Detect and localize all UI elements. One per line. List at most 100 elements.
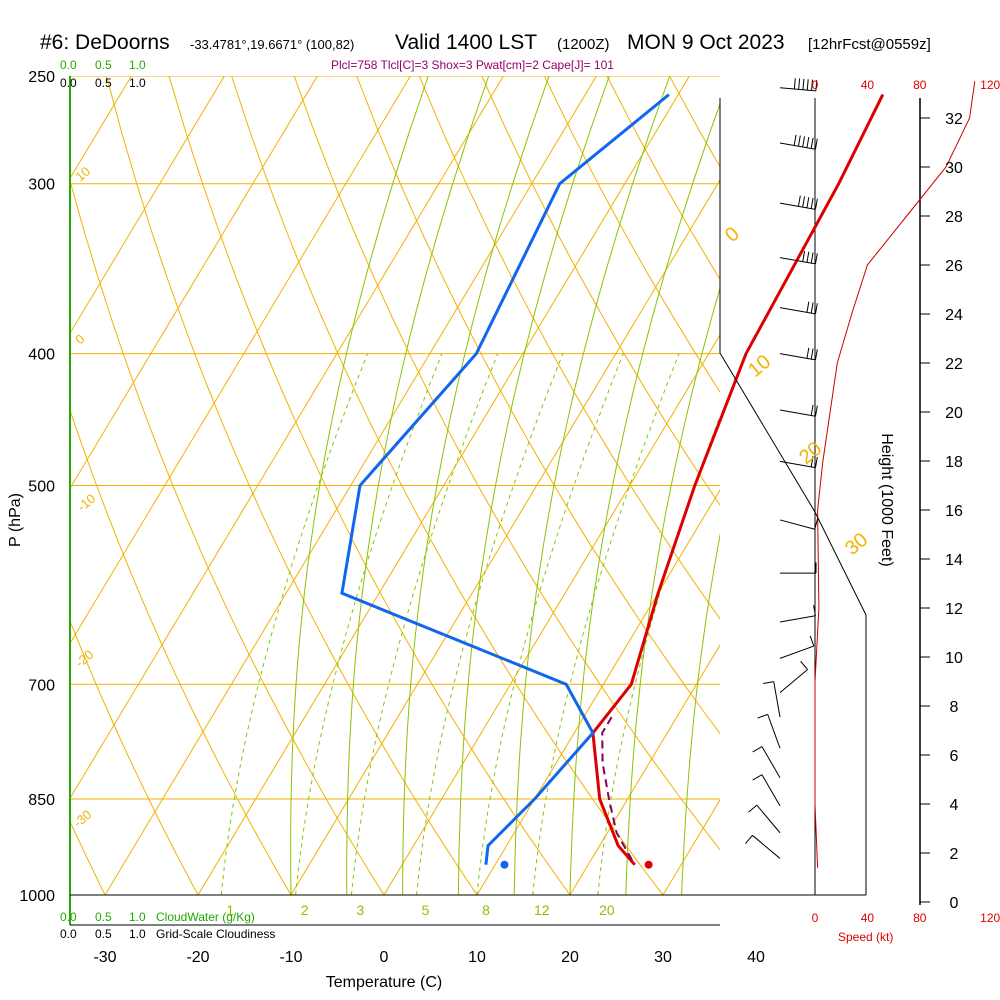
height-tick-label: 28 <box>945 209 963 226</box>
moist-adiabat-line <box>346 76 490 895</box>
wind-barb-flag <box>802 250 806 262</box>
wind-barb <box>745 834 781 859</box>
wind-barb <box>752 774 781 807</box>
wind-barb-shaft <box>779 142 816 150</box>
wind-barbs-layer <box>745 78 819 859</box>
height-axis-title: Height (1000 Feet) <box>878 433 895 566</box>
wind-barb <box>779 301 818 315</box>
wind-barb-shaft <box>779 202 816 210</box>
height-tick-label: 20 <box>945 405 963 422</box>
speed-tick-label-top: 0 <box>812 78 819 92</box>
wind-barb-flag <box>810 252 814 264</box>
temperature-tick-label: 30 <box>654 949 672 966</box>
wind-barb <box>779 78 818 92</box>
wind-barb-flag <box>809 635 815 647</box>
wind-barb <box>779 250 818 265</box>
cloudiness-scale-05: 0.5 <box>95 927 112 941</box>
wind-barb-shaft <box>779 257 816 265</box>
wind-barb-shaft <box>756 804 781 834</box>
moist-adiabat-line <box>681 532 720 895</box>
height-tick-label: 32 <box>945 111 963 128</box>
isotherm-line <box>70 76 411 645</box>
cloudiness-scale-top-05: 0.5 <box>95 76 112 90</box>
cloudwater-scale-top-1: 1.0 <box>129 58 146 72</box>
height-tick-label: 4 <box>950 797 959 814</box>
wind-barb-flag <box>802 78 805 90</box>
wind-barb-shaft <box>752 834 781 859</box>
pressure-tick-label: 300 <box>28 177 55 194</box>
isotherm-line <box>70 76 504 800</box>
height-tick-label: 24 <box>945 307 963 324</box>
wind-barb <box>779 635 815 659</box>
wind-barb-flag <box>813 605 816 616</box>
wind-barb-flag <box>811 79 813 91</box>
wind-barb-flag <box>793 134 797 146</box>
wind-barb-shaft <box>779 409 816 417</box>
x-axis-title: Temperature (C) <box>326 974 442 991</box>
mixing-ratio-label: 5 <box>422 902 430 918</box>
wind-barb-flag <box>814 518 819 530</box>
wind-speed-profile <box>814 81 976 868</box>
wind-barb-flag <box>806 251 810 263</box>
wind-barb-shaft <box>779 353 816 361</box>
isotherm-line <box>70 76 318 490</box>
temperature-tick-label: -10 <box>279 949 302 966</box>
wind-barb-flag <box>806 136 810 148</box>
mixing-ratio-label: 8 <box>482 902 490 918</box>
wind-barb <box>757 713 781 749</box>
temperature-tick-label: -30 <box>93 949 116 966</box>
height-tick-label: 22 <box>945 356 963 373</box>
wind-barb-flag <box>810 456 814 467</box>
parcel-profile <box>601 716 636 866</box>
wind-barb-flag <box>752 774 763 781</box>
diagram-boundary <box>719 98 867 895</box>
pressure-tick-label: 400 <box>28 347 55 364</box>
speed-tick-label-bottom: 0 <box>812 911 819 925</box>
y-axis-title: P (hPa) <box>7 493 24 547</box>
wind-barb-flag <box>798 78 801 90</box>
height-tick-label: 18 <box>945 454 963 471</box>
temperature-tick-label: 20 <box>561 949 579 966</box>
wind-barb-flag <box>757 713 768 719</box>
wind-barb-flag <box>752 746 763 753</box>
wind-barb <box>752 746 781 779</box>
wind-barb-flag <box>802 196 806 208</box>
isotherm-line <box>104 76 597 895</box>
speed-tick-label-bottom: 80 <box>913 911 927 925</box>
surface-dewpoint-dot <box>500 860 509 869</box>
cloudwater-scale-0: 0.0 <box>60 910 77 924</box>
station-title: #6: DeDoorns <box>40 31 170 54</box>
wind-barb-flag <box>814 456 818 468</box>
height-tick-label: 8 <box>950 699 959 716</box>
cloudwater-scale-05: 0.5 <box>95 910 112 924</box>
cloudwater-scale-1: 1.0 <box>129 910 146 924</box>
wind-barb-flag <box>814 405 818 417</box>
cloudwater-scale-top-05: 0.5 <box>95 58 112 72</box>
wind-barb-shaft <box>779 615 816 623</box>
moist-adiabat-line <box>402 76 550 895</box>
wind-barb-flag <box>810 302 814 314</box>
wind-barb <box>779 605 816 623</box>
wind-barb <box>748 804 781 834</box>
temperature-tick-label: 0 <box>380 949 389 966</box>
wind-barb-flag <box>814 303 818 314</box>
wind-barb-flag <box>806 197 810 208</box>
height-tick-label: 6 <box>950 748 959 765</box>
moist-adiabat-line <box>625 286 720 895</box>
pressure-tick-label: 250 <box>28 69 55 86</box>
height-tick-label: 14 <box>945 552 963 569</box>
wind-barb-flag <box>802 136 806 148</box>
dry-adiabat-line <box>70 408 292 895</box>
frame-layer <box>69 76 921 926</box>
wind-barb <box>779 518 819 530</box>
wind-barb-flag <box>793 78 796 89</box>
wind-barb-flag <box>806 79 809 91</box>
moist-adiabat-line <box>569 102 720 895</box>
axis-labels-layer: Temperature (C) P (hPa) Height (1000 Fee… <box>7 69 1000 991</box>
profiles-layer <box>340 81 976 869</box>
wind-barb-flag <box>814 253 818 264</box>
dry-adiabat-line <box>481 76 720 506</box>
dry-adiabat-line <box>418 76 720 620</box>
